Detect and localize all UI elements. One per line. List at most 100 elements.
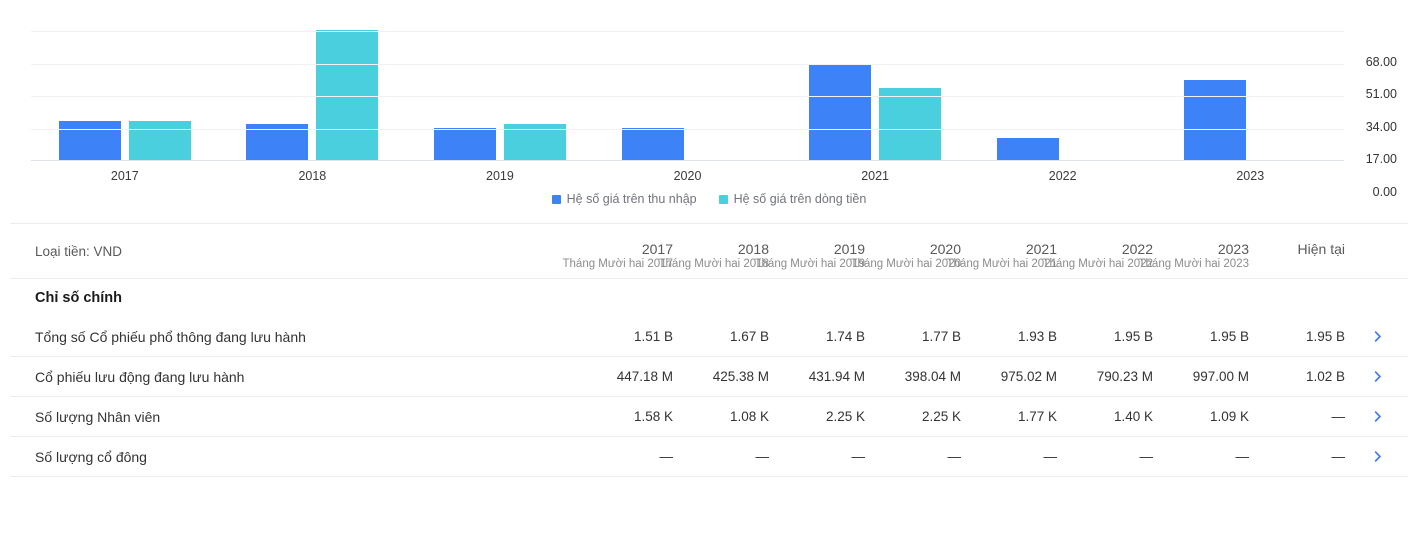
legend-swatch-icon <box>718 194 728 204</box>
section-title: Chỉ số chính <box>35 290 122 306</box>
row-value: 1.77 K <box>1017 409 1057 424</box>
y-tick-label: 51.00 <box>1365 87 1397 101</box>
row-value: — <box>1235 449 1250 464</box>
row-detail-button[interactable] <box>1345 449 1385 464</box>
bar-2023-series1[interactable] <box>1184 79 1247 160</box>
bar-group-2019 <box>406 31 594 160</box>
column-year-label: 2017 <box>641 241 673 257</box>
row-value: 1.95 B <box>1305 329 1345 344</box>
bar-2018-series1[interactable] <box>246 123 309 160</box>
row-value: — <box>851 449 866 464</box>
row-value: 1.40 K <box>1113 409 1153 424</box>
bar-2018-series2[interactable] <box>316 30 379 160</box>
row-detail-button[interactable] <box>1345 369 1385 384</box>
y-tick-label: 0.00 <box>1372 184 1397 199</box>
column-subtitle: Tháng Mười hai 2021 <box>946 258 1058 270</box>
chevron-right-icon <box>1370 409 1385 424</box>
x-label-2017: 2017 <box>110 169 139 183</box>
row-value: 1.93 B <box>1017 329 1057 344</box>
column-subtitle: Tháng Mười hai 2017 <box>562 258 674 270</box>
bar-group-2020 <box>594 31 782 160</box>
bar-group-2021 <box>781 31 969 160</box>
row-value: 1.58 K <box>633 409 673 424</box>
column-year-label: 2021 <box>1025 241 1057 257</box>
table-row: Số lượng Nhân viên 1.58 K 1.08 K 2.25 K 2.25… <box>10 397 1408 437</box>
column-header-2020: 2020 Tháng Mười hai 2020 <box>851 224 962 278</box>
chevron-spacer <box>1345 224 1385 278</box>
row-value: — <box>1331 449 1346 464</box>
row-value: — <box>659 449 674 464</box>
row-value: 1.02 B <box>1305 369 1345 384</box>
row-value: — <box>1043 449 1058 464</box>
table-header-row: Loại tiền: VND 2017 Tháng Mười hai 2017 20… <box>10 224 1408 279</box>
row-value: 398.04 M <box>904 369 961 384</box>
chart-legend: Hệ số giá trên thu nhập Hệ số giá trên dò… <box>0 192 1418 206</box>
bar-2019-series2[interactable] <box>503 124 566 160</box>
x-axis: 2017 2018 2019 2020 2021 2022 2023 <box>31 161 1344 183</box>
chevron-right-icon <box>1370 329 1385 344</box>
bar-group-2018 <box>219 30 407 160</box>
row-value: 1.08 K <box>729 409 769 424</box>
row-value: 2.25 K <box>825 409 865 424</box>
row-value: 447.18 M <box>616 369 673 384</box>
column-header-2022: 2022 Tháng Mười hai 2022 <box>1043 224 1154 278</box>
y-tick-label: 17.00 <box>1365 152 1397 166</box>
bar-2021-series1[interactable] <box>809 63 872 160</box>
row-detail-button[interactable] <box>1345 329 1385 344</box>
row-value: 425.38 M <box>712 369 769 384</box>
chart-plot <box>31 30 1344 161</box>
row-value: 1.95 B <box>1209 329 1249 344</box>
row-value: 1.67 B <box>729 329 769 344</box>
bar-group-2023 <box>1156 31 1344 160</box>
bar-2017-series2[interactable] <box>128 121 191 160</box>
row-value: 997.00 M <box>1192 369 1249 384</box>
section-row: Chỉ số chính <box>10 279 1408 317</box>
column-year-label: 2022 <box>1121 241 1153 257</box>
y-axis: 68.00 51.00 34.00 17.00 0.00 <box>1337 55 1397 199</box>
legend-item-2[interactable]: Hệ số giá trên dòng tiền <box>718 192 867 206</box>
row-value: 975.02 M <box>1000 369 1057 384</box>
row-value: 790.23 M <box>1096 369 1153 384</box>
bar-2019-series1[interactable] <box>433 127 496 160</box>
bar-2022-series1[interactable] <box>996 137 1059 160</box>
row-value: — <box>947 449 962 464</box>
bar-group-2022 <box>969 31 1157 160</box>
row-label: Số lượng Nhân viên <box>35 408 161 425</box>
column-year-label: 2019 <box>833 241 865 257</box>
column-header-Hiện tại: Hiện tại <box>1249 224 1345 278</box>
key-stats-table: Loại tiền: VND 2017 Tháng Mười hai 2017 20… <box>10 223 1408 477</box>
column-header-2023: 2023 Tháng Mười hai 2023 <box>1139 224 1250 278</box>
gridline-51 <box>31 63 1344 65</box>
row-label: Tổng số Cổ phiếu phổ thông đang lưu hành <box>35 328 306 345</box>
x-label-2018: 2018 <box>298 169 327 183</box>
row-label: Cổ phiếu lưu động đang lưu hành <box>35 368 245 385</box>
bar-2020-series1[interactable] <box>621 127 684 160</box>
x-label-2023: 2023 <box>1236 169 1265 183</box>
x-label-2022: 2022 <box>1048 169 1077 183</box>
column-header-2021: 2021 Tháng Mười hai 2021 <box>947 224 1058 278</box>
y-tick-label: 34.00 <box>1365 119 1397 134</box>
gridline-68 <box>31 31 1344 32</box>
ratio-bar-chart: 68.00 51.00 34.00 17.00 0.00 2017 2018 2019 202… <box>0 30 1418 206</box>
legend-swatch-icon <box>551 194 561 204</box>
legend-label: Hệ số giá trên dòng tiền <box>733 192 867 206</box>
row-detail-button[interactable] <box>1345 409 1385 424</box>
bar-2021-series2[interactable] <box>879 88 942 160</box>
bar-2017-series1[interactable] <box>58 120 121 160</box>
legend-item-1[interactable]: Hệ số giá trên thu nhập <box>551 192 697 206</box>
column-header-2018: 2018 Tháng Mười hai 2018 <box>659 224 770 278</box>
column-subtitle: Tháng Mười hai 2019 <box>754 258 866 270</box>
x-label-2020: 2020 <box>673 169 702 183</box>
column-year-label: 2020 <box>929 241 961 257</box>
bar-group-2017 <box>31 31 219 160</box>
table-row: Số lượng cổ đông — — — — — — — — <box>10 437 1408 477</box>
row-label: Số lượng cổ đông <box>35 448 147 465</box>
table-row: Tổng số Cổ phiếu phổ thông đang lưu hành… <box>10 317 1408 357</box>
row-value: — <box>1139 449 1154 464</box>
column-subtitle: Tháng Mười hai 2023 <box>1138 258 1250 270</box>
column-subtitle: Tháng Mười hai 2020 <box>850 258 962 270</box>
x-label-2021: 2021 <box>861 169 889 183</box>
chevron-right-icon <box>1370 369 1385 384</box>
x-label-2019: 2019 <box>486 169 514 183</box>
row-value: — <box>755 449 770 464</box>
